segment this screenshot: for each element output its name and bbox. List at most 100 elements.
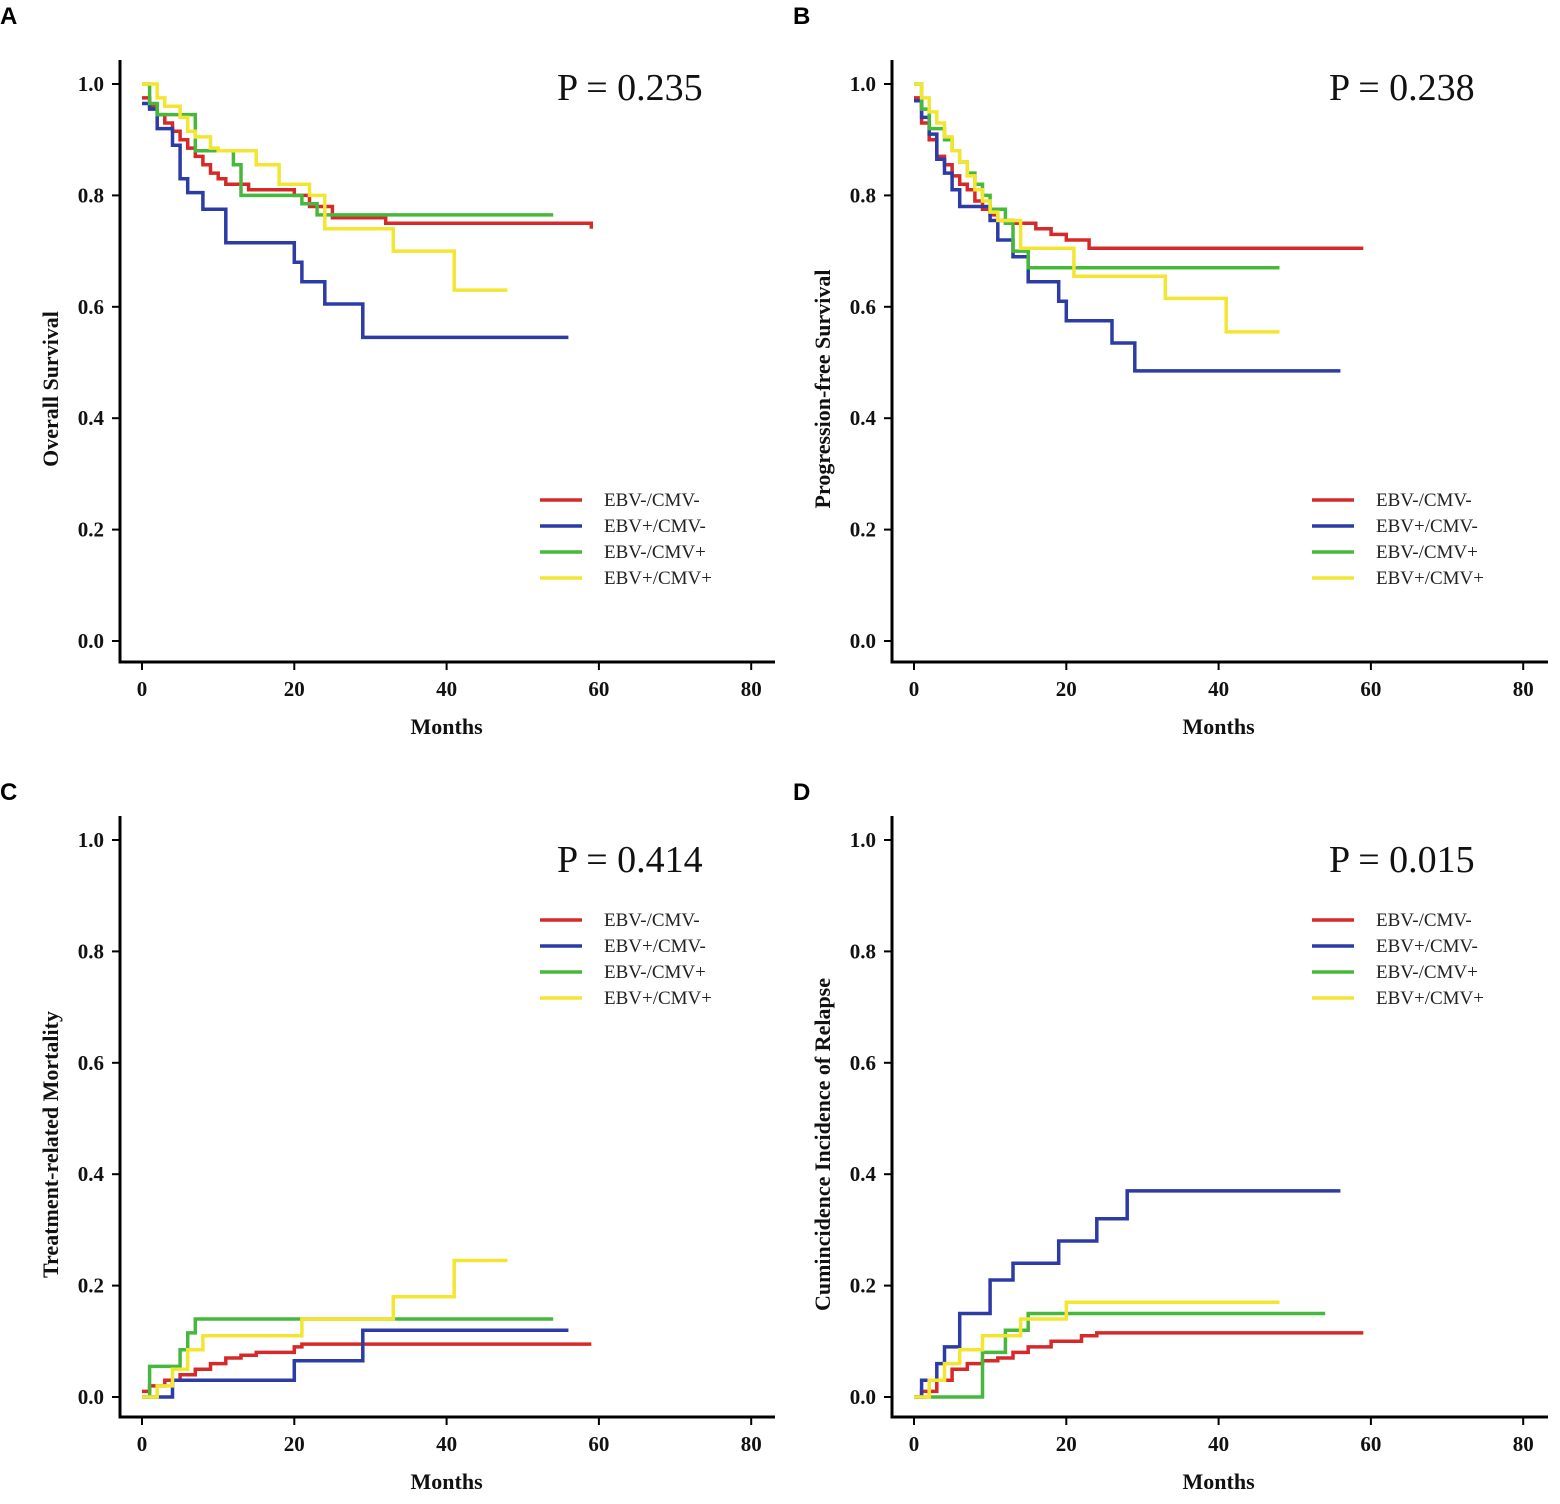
series-line-EBV+/CMV+: [914, 82, 1280, 334]
y-tick-label: 0.2: [850, 518, 876, 542]
y-tick-label: 0.8: [850, 183, 876, 207]
legend-label: EBV+/CMV+: [604, 988, 712, 1009]
x-axis-title: Months: [411, 1469, 484, 1494]
x-tick-label: 40: [436, 677, 457, 701]
series-line-EBV+/CMV-: [142, 101, 569, 340]
y-tick-label: 0.8: [78, 939, 104, 963]
panel-letter: D: [793, 779, 810, 806]
y-tick-label: 0.2: [78, 1274, 104, 1298]
panel-d: D 0.0 0.2 0.4 0.6 0.8 1.0 0 20 40 60 80 Months Cuminc…: [793, 779, 1548, 1494]
series-line-EBV-/CMV+: [914, 1311, 1326, 1399]
y-tick-label: 0.6: [78, 1051, 104, 1075]
x-tick-label: 40: [1208, 677, 1229, 701]
y-tick-label: 0.4: [850, 1162, 877, 1186]
axes: [118, 60, 775, 664]
y-tick-label: 0.0: [850, 629, 876, 653]
p-value: P = 0.238: [1329, 67, 1475, 109]
panel-a: A 0.0 0.2 0.4 0.6 0.8 1.0 0 20 40 60 80 Months Overal…: [0, 3, 775, 739]
x-tick-label: 40: [436, 1432, 457, 1456]
series-line-EBV+/CMV-: [914, 98, 1341, 373]
x-tick-label: 0: [909, 677, 920, 701]
y-tick-label: 0.8: [78, 183, 104, 207]
legend-label: EBV+/CMV+: [1376, 988, 1484, 1009]
series-line-EBV+/CMV+: [142, 1258, 508, 1399]
p-value: P = 0.015: [1329, 839, 1475, 881]
x-axis-title: Months: [1183, 714, 1256, 739]
series-line-EBV-/CMV-: [142, 1342, 592, 1394]
y-tick-label: 0.0: [78, 629, 104, 653]
x-tick-label: 80: [1513, 677, 1534, 701]
x-tick-label: 20: [284, 1432, 305, 1456]
x-tick-label: 60: [1360, 1432, 1381, 1456]
legend-label: EBV-/CMV-: [604, 910, 700, 931]
axes: [890, 60, 1548, 664]
legend-label: EBV+/CMV-: [604, 516, 706, 537]
y-tick-label: 1.0: [850, 72, 876, 96]
y-tick-label: 1.0: [850, 828, 876, 852]
series-line-EBV+/CMV+: [142, 82, 508, 292]
y-tick-label: 0.0: [78, 1385, 104, 1409]
legend-label: EBV+/CMV+: [604, 568, 712, 589]
y-tick-label: 0.0: [850, 1385, 876, 1409]
x-tick-label: 20: [1056, 1432, 1077, 1456]
x-tick-label: 80: [741, 677, 762, 701]
x-tick-label: 60: [588, 1432, 609, 1456]
x-tick-label: 80: [741, 1432, 762, 1456]
y-tick-label: 0.2: [850, 1274, 876, 1298]
x-tick-label: 40: [1208, 1432, 1229, 1456]
y-tick-label: 0.6: [78, 295, 104, 319]
x-tick-label: 60: [1360, 677, 1381, 701]
legend-label: EBV+/CMV-: [1376, 936, 1478, 957]
legend-label: EBV-/CMV-: [604, 490, 700, 511]
panel-letter: B: [793, 3, 810, 30]
y-axis-title: Cumincidence Incidence of Relapse: [810, 978, 835, 1311]
legend-label: EBV-/CMV+: [604, 962, 706, 983]
series-line-EBV-/CMV+: [142, 1317, 554, 1399]
series-line-EBV-/CMV-: [914, 96, 1364, 251]
y-tick-label: 0.4: [78, 1162, 105, 1186]
y-tick-label: 0.4: [850, 406, 877, 430]
y-tick-label: 0.6: [850, 1051, 876, 1075]
axes: [890, 816, 1548, 1419]
panel-letter: C: [0, 779, 17, 806]
series-line-EBV-/CMV-: [914, 1331, 1364, 1399]
y-tick-label: 1.0: [78, 828, 104, 852]
legend-label: EBV+/CMV-: [1376, 516, 1478, 537]
x-axis-title: Months: [1183, 1469, 1256, 1494]
y-tick-label: 1.0: [78, 72, 104, 96]
legend-label: EBV-/CMV-: [1376, 490, 1472, 511]
x-axis-title: Months: [411, 714, 484, 739]
y-tick-label: 0.2: [78, 518, 104, 542]
x-tick-label: 60: [588, 677, 609, 701]
x-tick-label: 0: [137, 1432, 148, 1456]
series-line-EBV+/CMV-: [914, 1189, 1341, 1399]
y-tick-label: 0.4: [78, 406, 105, 430]
legend-label: EBV-/CMV+: [604, 542, 706, 563]
series-line-EBV-/CMV+: [142, 82, 554, 217]
legend-label: EBV-/CMV+: [1376, 962, 1478, 983]
x-tick-label: 0: [137, 677, 148, 701]
p-value: P = 0.235: [557, 67, 703, 109]
legend-label: EBV-/CMV+: [1376, 542, 1478, 563]
y-tick-label: 0.6: [850, 295, 876, 319]
y-axis-title: Progression-free Survival: [810, 270, 835, 509]
y-axis-title: Overall Survival: [38, 311, 63, 467]
legend-label: EBV+/CMV+: [1376, 568, 1484, 589]
panel-letter: A: [0, 3, 17, 30]
series-line-EBV-/CMV+: [914, 82, 1280, 270]
legend-label: EBV+/CMV-: [604, 936, 706, 957]
x-tick-label: 80: [1513, 1432, 1534, 1456]
series-line-EBV+/CMV+: [914, 1300, 1280, 1399]
p-value: P = 0.414: [557, 839, 703, 881]
legend-label: EBV-/CMV-: [1376, 910, 1472, 931]
y-axis-title: Treatment-related Mortality: [38, 1011, 63, 1278]
series-line-EBV+/CMV-: [142, 1328, 569, 1399]
x-tick-label: 0: [909, 1432, 920, 1456]
panel-b: B 0.0 0.2 0.4 0.6 0.8 1.0 0 20 40 60 80 Months Progre…: [793, 3, 1548, 739]
y-tick-label: 0.8: [850, 939, 876, 963]
axes: [118, 816, 775, 1419]
x-tick-label: 20: [284, 677, 305, 701]
panel-c: C 0.0 0.2 0.4 0.6 0.8 1.0 0 20 40 60 80 Months Treatm…: [0, 779, 775, 1494]
x-tick-label: 20: [1056, 677, 1077, 701]
